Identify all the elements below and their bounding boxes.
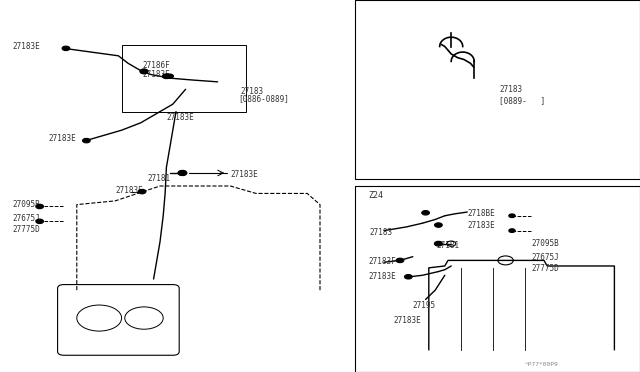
Circle shape (36, 219, 44, 224)
Circle shape (435, 241, 442, 246)
Circle shape (509, 214, 515, 218)
Text: 27183F: 27183F (368, 257, 396, 266)
Circle shape (163, 74, 170, 78)
Bar (122, 45, 246, 112)
Text: [0889-   ]: [0889- ] (499, 96, 545, 105)
Bar (355, 0, 640, 179)
Text: 27775D: 27775D (531, 264, 559, 273)
Circle shape (166, 74, 173, 78)
Text: 27095B: 27095B (13, 200, 40, 209)
Text: 27181: 27181 (436, 241, 460, 250)
Text: 2718BE: 2718BE (467, 209, 495, 218)
Text: ^P77*00P9: ^P77*00P9 (525, 362, 559, 367)
Circle shape (404, 275, 412, 279)
Circle shape (422, 211, 429, 215)
Text: Z24: Z24 (368, 191, 383, 200)
Text: 27183: 27183 (240, 87, 263, 96)
Circle shape (435, 223, 442, 227)
Circle shape (396, 258, 404, 263)
Text: 27183E: 27183E (13, 42, 40, 51)
Text: 27675J: 27675J (531, 253, 559, 262)
Circle shape (509, 229, 515, 232)
Text: 27183: 27183 (499, 85, 522, 94)
Text: 27183E: 27183E (467, 221, 495, 230)
Text: 27183E: 27183E (230, 170, 258, 179)
Text: 27675J: 27675J (13, 214, 40, 223)
Text: 27183E: 27183E (48, 134, 76, 143)
Text: 27183E: 27183E (394, 316, 421, 325)
Text: 27775D: 27775D (13, 225, 40, 234)
Text: 27183E: 27183E (166, 113, 194, 122)
Text: 27183E: 27183E (142, 70, 170, 79)
Circle shape (62, 46, 70, 51)
Circle shape (140, 69, 148, 74)
Text: 27186F: 27186F (142, 61, 170, 70)
Circle shape (138, 189, 146, 194)
Circle shape (140, 69, 148, 74)
Text: 27183: 27183 (369, 228, 392, 237)
Circle shape (83, 138, 90, 143)
Bar (355, 186, 640, 372)
Text: [0886-0889]: [0886-0889] (238, 94, 289, 103)
Text: 27195: 27195 (413, 301, 436, 310)
Text: 27183E: 27183E (368, 272, 396, 281)
Text: 27183E: 27183E (115, 186, 143, 195)
Circle shape (36, 204, 44, 209)
Circle shape (179, 171, 186, 175)
Text: 27181: 27181 (147, 174, 170, 183)
Text: 27095B: 27095B (531, 239, 559, 248)
